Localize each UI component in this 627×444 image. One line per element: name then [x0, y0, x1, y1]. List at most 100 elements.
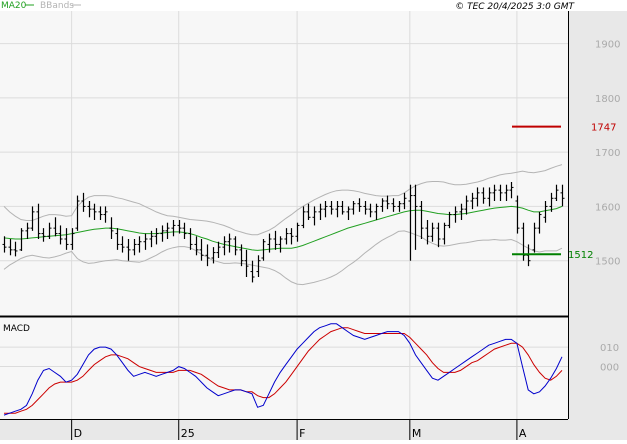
ohlc-bar [318, 203, 323, 220]
signal-line [4, 327, 563, 414]
right-axis-panel [568, 11, 627, 419]
bbands-layer [3, 164, 563, 286]
support-label: 1512 [568, 250, 593, 261]
ohlc-bar [211, 247, 216, 264]
ohlc-bar [109, 217, 114, 239]
ohlc-bar [171, 220, 176, 237]
ohlc-bar [346, 206, 351, 220]
ohlc-bar [278, 236, 283, 253]
ohlc-bar [549, 192, 554, 212]
ohlc-bar [453, 206, 458, 223]
ohlc-bar [402, 192, 407, 210]
ohlc-bar [447, 211, 452, 229]
ohlc-bar [177, 220, 182, 234]
ohlc-bar [329, 201, 334, 215]
ohlc-bar [149, 230, 154, 248]
macd-line [3, 323, 563, 416]
legend-ma20-label: MA20 [1, 1, 27, 11]
ohlc-bar [532, 222, 537, 253]
ohlc-bar [397, 201, 402, 212]
ma20-line [3, 205, 563, 251]
ohlc-bar [216, 241, 221, 258]
ohlc-bar [391, 198, 396, 212]
ohlc-bar [340, 201, 345, 215]
ohlc-bar [335, 201, 340, 218]
ohlc-bar [413, 184, 418, 250]
ohlc-bar [182, 222, 187, 239]
ohlc-bar [13, 241, 18, 257]
ohlc-bar [385, 195, 390, 210]
ohlc-bar [120, 236, 125, 253]
axis-ticks-layer: 1500 1600 1700 1800 1900 000 010 D 25 F M A [71, 40, 620, 440]
ohlc-bar [115, 228, 120, 250]
ohlc-bar [188, 228, 193, 250]
ohlc-bar [312, 206, 317, 226]
ohlc-bar [36, 203, 41, 239]
ohlc-bar [301, 206, 306, 229]
ohlc-bar [58, 225, 63, 245]
ohlc-bar [126, 239, 131, 261]
ohlc-bar [75, 195, 80, 231]
bottom-axis-panel [0, 419, 627, 440]
ohlc-bar [267, 233, 272, 253]
ohlc-bar [19, 228, 24, 251]
ohlc-bar [425, 220, 430, 245]
ohlc-bar [103, 206, 108, 223]
ohlc-bar [295, 222, 300, 242]
ohlc-bar [442, 222, 447, 245]
ohlc-bar [30, 206, 35, 231]
ohlc-bar [87, 201, 92, 218]
bbands-lower-line [3, 230, 563, 286]
ohlc-bar [41, 228, 46, 242]
ohlc-bar [289, 228, 294, 245]
ohlc-bar [137, 236, 142, 253]
ohlc-bar [554, 184, 559, 201]
header-legend: MA20 BBands [1, 1, 81, 11]
price-tick-label: 1900 [595, 40, 620, 51]
price-tick-label: 1800 [595, 94, 620, 105]
ohlc-bars-layer [2, 182, 565, 283]
ohlc-bar [504, 184, 509, 201]
ohlc-bar [459, 203, 464, 220]
ohlc-bar [199, 239, 204, 261]
ohlc-bar [81, 192, 86, 212]
ohlc-bar [509, 182, 514, 199]
ohlc-bar [537, 211, 542, 234]
macd-lines-layer [3, 323, 563, 416]
ohlc-bar [165, 222, 170, 239]
ohlc-bar [222, 236, 227, 256]
ohlc-bar [498, 184, 503, 201]
x-tick-label: F [299, 427, 305, 440]
x-tick-label: D [74, 427, 82, 440]
ohlc-bar [487, 187, 492, 207]
ohlc-bar [160, 225, 165, 242]
price-tick-label: 1600 [595, 202, 620, 213]
ohlc-bar [526, 244, 531, 267]
macd-tick-label: 000 [600, 363, 619, 374]
ohlc-bar [250, 260, 255, 283]
ohlc-bar [227, 233, 232, 253]
ohlc-bar [244, 249, 249, 277]
ohlc-bar [2, 236, 7, 253]
ohlc-bar [25, 222, 30, 239]
ohlc-bar [560, 184, 565, 207]
ohlc-bar [132, 239, 137, 256]
ohlc-bar [323, 201, 328, 218]
copyright-text: © TEC 20/4/2025 3:0 GMT [455, 2, 575, 12]
ohlc-bar [256, 255, 261, 277]
ohlc-bar [363, 201, 368, 215]
ohlc-bar [92, 203, 97, 220]
macd-tick-label: 010 [600, 343, 619, 354]
price-tick-label: 1500 [595, 257, 620, 268]
ohlc-bar [470, 192, 475, 210]
macd-title: MACD [3, 324, 30, 334]
resistance-label: 1747 [591, 123, 616, 134]
ohlc-bar [380, 198, 385, 212]
ohlc-bar [143, 233, 148, 250]
ohlc-bar [368, 203, 373, 218]
x-tick-label: A [519, 427, 527, 440]
ohlc-bar [357, 198, 362, 212]
x-tick-label: 25 [181, 427, 195, 440]
